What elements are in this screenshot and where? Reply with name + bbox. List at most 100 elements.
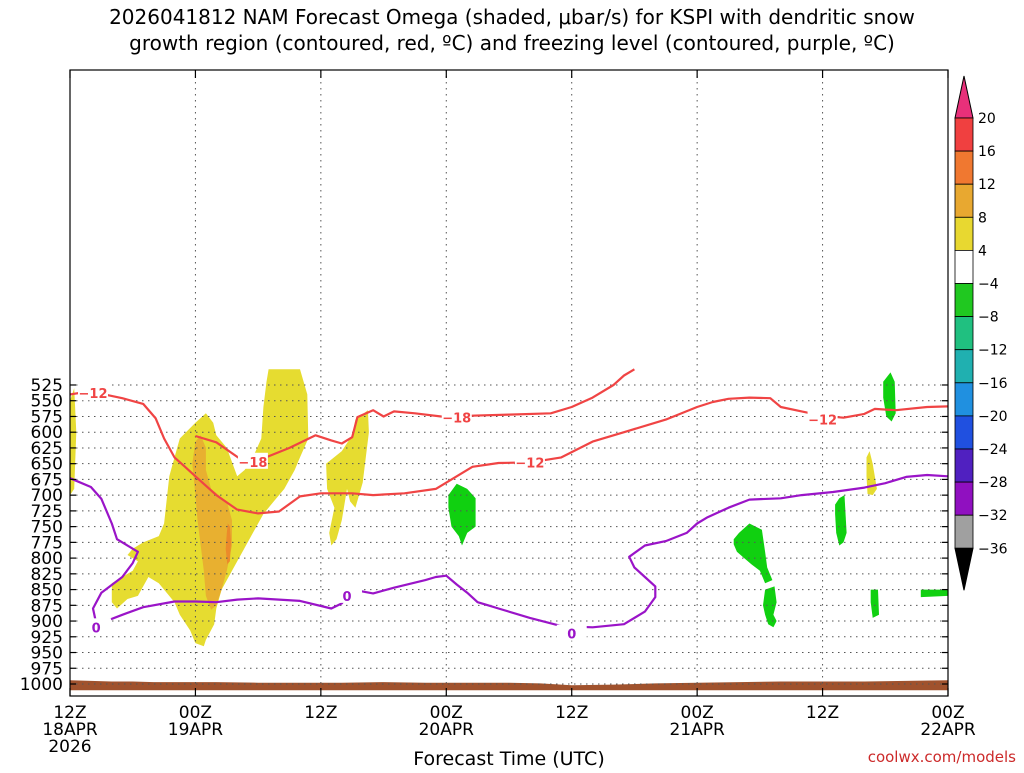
purple-contour-label-bg-0-0 (81, 618, 112, 635)
y-tick-label-825: 825 (31, 565, 63, 585)
x-tick-label-0-2: 18APR (42, 720, 98, 740)
x-axis-title: Forecast Time (UTC) (413, 748, 604, 768)
purple-contour-label-0-0: 0 (92, 621, 101, 636)
colorbar-label-6: −8 (978, 310, 999, 326)
x-tick-label-36-1: 00Z (430, 703, 463, 723)
y-tick-label-725: 725 (31, 502, 63, 522)
colorbar-label-3: 8 (978, 210, 987, 226)
y-tick-label-625: 625 (31, 439, 63, 459)
colorbar-segment-6 (954, 316, 974, 351)
colorbar-segment-4 (954, 249, 974, 284)
y-tick-label-975: 975 (31, 659, 63, 679)
omega-plus12-core (225, 523, 231, 565)
colorbar-segment-2 (954, 183, 974, 218)
colorbar-label-11: −28 (978, 475, 1008, 491)
colorbar-segment-10 (954, 448, 974, 483)
purple-contour-line-0-0 (69, 473, 949, 629)
colorbar-label-5: −4 (978, 277, 999, 293)
red-contour-label-bg-0-1 (514, 453, 545, 470)
y-tick-label-925: 925 (31, 628, 63, 648)
red-contour-label-0-0: −12 (79, 387, 108, 402)
x-tick-label-12-1: 00Z (179, 703, 212, 723)
y-tick-label-775: 775 (31, 533, 63, 553)
x-tick-label-0-1: 12Z (53, 703, 86, 723)
colorbar-segment-5 (954, 283, 974, 317)
axis-layer: 5255505756006256506757007257507758008258… (20, 70, 976, 757)
x-tick-label-60-1: 00Z (681, 703, 714, 723)
y-tick-label-675: 675 (31, 470, 63, 490)
chart-title-line2: growth region (contoured, red, ºC) and f… (129, 31, 895, 55)
red-contour-line-minus12-0 (69, 391, 949, 515)
omega-minus4-cell-22z-a (835, 495, 847, 546)
omega-plus4-left-edge (70, 388, 77, 496)
colorbar-segment-3 (954, 216, 974, 251)
colorbar-segment-12 (954, 514, 974, 549)
y-tick-label-600: 600 (31, 423, 63, 443)
y-tick-label-650: 650 (31, 455, 63, 475)
x-tick-label-36-2: 20APR (419, 720, 475, 740)
chart-title-line1: 2026041812 NAM Forecast Omega (shaded, μ… (109, 5, 915, 29)
grid-layer (70, 70, 948, 696)
purple-contour-label-0-2: 0 (567, 628, 576, 643)
red-contour-label-bg-1-1 (441, 408, 472, 425)
colorbar-segment-0 (954, 117, 974, 152)
credit-text: coolwx.com/models (868, 748, 1016, 766)
y-tick-label-800: 800 (31, 549, 63, 569)
x-tick-label-60-2: 21APR (669, 720, 725, 740)
colorbar-label-12: −32 (978, 508, 1008, 524)
y-tick-label-750: 750 (31, 518, 63, 538)
y-tick-label-875: 875 (31, 596, 63, 616)
omega-plus4-middle-column (326, 410, 369, 546)
omega-minus4-cell-21apr-b (763, 586, 777, 628)
contour-layer: −12 −12 −12 −18 −18 0 0 0 (69, 368, 949, 643)
red-contour-label-0-2: −12 (808, 414, 837, 429)
omega-shading-layer (70, 369, 948, 691)
x-tick-label-72-1: 12Z (806, 703, 839, 723)
colorbar-segment-9 (954, 415, 974, 450)
colorbar: 20 16 12 8 4 −4 −8 −12 −16 −20 −24 −28 −32 −36 (954, 75, 1008, 591)
colorbar-label-1: 16 (978, 144, 996, 160)
omega-minus4-cell-21apr-a (733, 523, 773, 584)
omega-plus4-right-blip (866, 451, 877, 496)
red-contour-label-bg-0-2 (807, 410, 838, 427)
purple-contour-label-bg-0-2 (556, 624, 587, 641)
x-tick-label-84-2: 22APR (920, 720, 976, 740)
colorbar-label-8: −16 (978, 376, 1008, 392)
red-contour-label-0-1: −12 (515, 456, 544, 471)
colorbar-label-2: 12 (978, 177, 996, 193)
y-tick-label-850: 850 (31, 581, 63, 601)
colorbar-segment-1 (954, 150, 974, 185)
colorbar-label-7: −12 (978, 343, 1008, 359)
y-tick-label-575: 575 (31, 407, 63, 427)
colorbar-label-0: 20 (978, 111, 996, 127)
y-tick-label-525: 525 (31, 376, 63, 396)
red-contour-label-1-0: −18 (238, 456, 267, 471)
purple-contour-label-0-1: 0 (342, 590, 351, 605)
y-tick-label-1000: 1000 (20, 675, 63, 695)
y-tick-label-700: 700 (31, 486, 63, 506)
red-contour-label-bg-1-0 (237, 452, 268, 469)
colorbar-segment-11 (954, 481, 974, 516)
omega-minus4-cell-20apr (448, 483, 476, 546)
colorbar-segment-8 (954, 382, 974, 417)
omega-minus4-cell-lower-right (920, 589, 948, 598)
colorbar-label-13: −36 (978, 541, 1008, 557)
x-tick-label-12-2: 19APR (168, 720, 224, 740)
y-tick-label-950: 950 (31, 644, 63, 664)
red-contour-label-1-1: −18 (442, 412, 471, 427)
plot-frame (69, 69, 949, 697)
terrain-ground-fill (70, 680, 948, 691)
x-tick-label-24-1: 12Z (304, 703, 337, 723)
omega-plus8-core (192, 435, 232, 610)
omega-minus4-cell-22z-b (870, 589, 879, 618)
colorbar-bottom-arrow (954, 547, 974, 591)
y-tick-label-550: 550 (31, 392, 63, 412)
purple-contour-label-bg-0-1 (331, 586, 362, 603)
x-tick-label-84-1: 00Z (931, 703, 964, 723)
red-contour-line-minus18-1 (195, 368, 635, 462)
red-contour-label-bg-0-0 (77, 384, 108, 401)
colorbar-label-4: 4 (978, 243, 987, 259)
x-tick-label-0-3: 2026 (48, 737, 91, 757)
